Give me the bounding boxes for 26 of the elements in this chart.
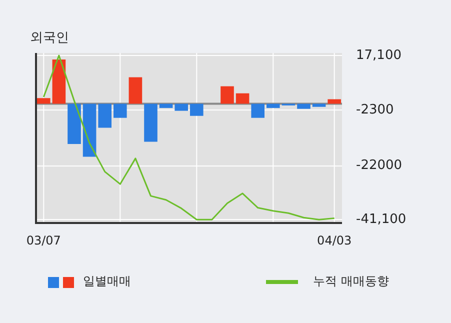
bar: [251, 104, 265, 118]
bar: [36, 98, 50, 104]
x-tick-label: 04/03: [317, 233, 352, 248]
bar: [68, 104, 81, 144]
bar: [98, 104, 112, 128]
y-tick-label: -2300: [356, 102, 394, 118]
bar: [128, 77, 142, 104]
y-tick-label: -22000: [356, 158, 402, 174]
bar: [328, 99, 342, 104]
bar: [266, 104, 280, 108]
bar: [82, 104, 96, 157]
bar: [312, 104, 326, 107]
bar: [297, 104, 310, 109]
bar: [113, 104, 127, 118]
legend-label: 일별매매: [83, 274, 131, 288]
chart-title: 외국인: [30, 30, 69, 46]
x-tick-label: 03/07: [26, 233, 61, 248]
bar: [144, 104, 158, 142]
y-tick-label: -41,100: [356, 212, 406, 227]
legend-label: 누적 매매동향: [313, 274, 389, 288]
bar: [236, 93, 250, 104]
y-tick-label: 17,100: [356, 48, 402, 63]
bar: [174, 104, 188, 111]
bar: [220, 86, 234, 104]
bar: [159, 104, 173, 108]
bar: [190, 104, 204, 116]
